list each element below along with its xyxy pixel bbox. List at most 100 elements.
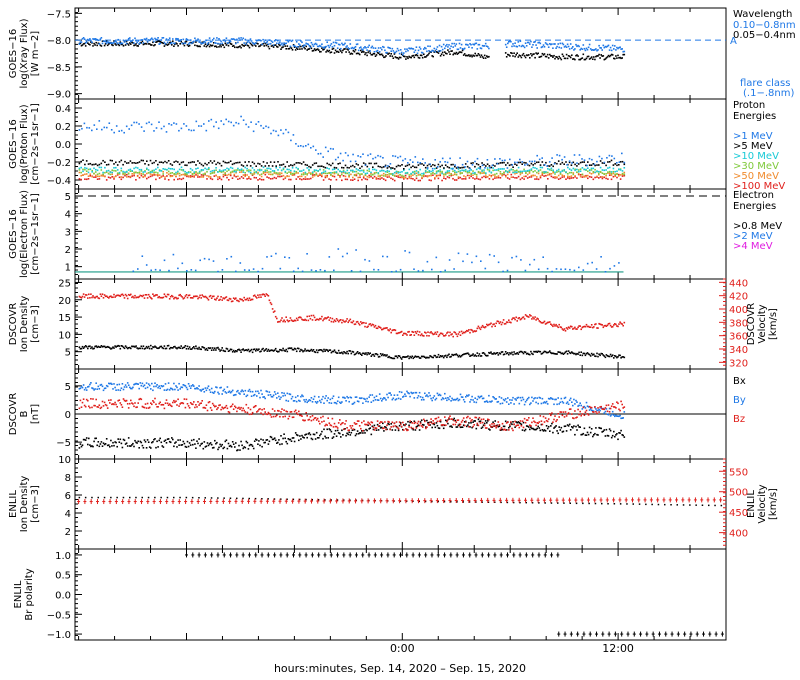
series-bx-point (93, 440, 95, 443)
series-proton-4-point (218, 176, 221, 178)
series-bx-point (235, 442, 237, 444)
series-proton-5-point (93, 176, 95, 178)
series-proton-3-point (127, 173, 130, 175)
series-proton-2-point (282, 167, 285, 170)
series-proton-3-point (169, 172, 172, 174)
series-bx-point (116, 445, 118, 448)
series-xray-long-point (441, 48, 444, 51)
series-dscovr-density-point (370, 355, 373, 357)
series-proton-2-point (466, 170, 469, 173)
series-dscovr-velocity-point (426, 334, 428, 337)
series-xray-long-point (429, 45, 431, 48)
series-proton-0-point (255, 123, 257, 125)
series-xray-short-point (521, 54, 524, 56)
series-proton-0-point (372, 157, 374, 160)
series-dscovr-density-point (407, 355, 409, 357)
series-xray-long-point (199, 41, 201, 43)
series-xray-long-point (617, 47, 619, 50)
series-dscovr-velocity-point (201, 294, 203, 296)
series-bx-point (378, 425, 381, 427)
series-xray-short-point (118, 44, 121, 47)
series-xray-long-point (278, 42, 280, 45)
series-dscovr-density-point (584, 354, 587, 357)
series-xray-short-point (295, 47, 298, 49)
series-proton-2-point (98, 166, 101, 169)
series-bx-point (371, 425, 374, 428)
series-dscovr-density-point (106, 345, 109, 348)
series-proton-2-point (366, 172, 369, 174)
series-by-point (161, 385, 164, 388)
series-dscovr-density-point (511, 351, 513, 354)
series-by-point (216, 386, 218, 389)
series-bx-point (535, 428, 537, 431)
series-proton-5-point (497, 176, 500, 179)
series-xray-short-point (438, 50, 441, 52)
series-xray-short-point (559, 57, 562, 59)
series-bx-point (335, 435, 338, 437)
series-dscovr-density-point (568, 351, 571, 354)
series-dscovr-density-point (449, 356, 451, 358)
series-dscovr-density-point (414, 355, 417, 357)
series-proton-1-point (293, 163, 296, 166)
series-proton-5-point (413, 179, 416, 181)
series-by-point (194, 387, 196, 390)
series-proton-2-point (224, 169, 226, 171)
series-xray-short-point (228, 41, 231, 44)
series-proton-5-point (428, 179, 431, 181)
series-proton-0-point (449, 157, 451, 160)
series-dscovr-density-point (324, 350, 326, 352)
series-xray-short-point (88, 43, 90, 45)
series-dscovr-density-point (470, 354, 472, 357)
series-bx-point (526, 425, 529, 428)
series-dscovr-density-point (514, 353, 516, 355)
series-xray-short-point (327, 50, 329, 53)
series-xray-long-point (113, 41, 115, 44)
series-xray-long-point (458, 42, 461, 45)
series-proton-1-point (211, 162, 214, 164)
series-dscovr-density-point (250, 348, 253, 351)
series-proton-5-point (311, 174, 314, 176)
series-proton-5-point (565, 178, 567, 180)
series-proton-1-point (257, 162, 259, 165)
series-xray-short-point (105, 40, 108, 42)
series-by-point (178, 382, 180, 385)
series-xray-short-point (113, 40, 115, 42)
series-xray-long-point (273, 40, 276, 42)
series-proton-1-point (434, 164, 436, 167)
series-proton-2-point (393, 171, 396, 174)
series-electron-2mev-point (261, 267, 264, 270)
series-proton-0-point (344, 152, 347, 154)
series-dscovr-velocity-point (550, 323, 552, 325)
series-xray-short-point (362, 50, 364, 53)
series-electron-2mev-point (159, 269, 161, 271)
series-proton-2-point (359, 170, 361, 172)
series-by-point (85, 389, 88, 391)
series-proton-3-point (579, 168, 582, 170)
legend-title: Electron (733, 190, 774, 201)
series-xray-short-point (297, 48, 299, 50)
series-xray-long-point (103, 40, 106, 43)
series-dscovr-density-point (353, 353, 356, 356)
series-dscovr-velocity-point (343, 320, 345, 323)
series-xray-long-point (406, 48, 408, 50)
series-bx-point (156, 440, 158, 443)
right-y-axis-label: DSCOVR Velocity [km/s] (746, 303, 779, 346)
series-by-point (112, 388, 114, 390)
series-bx-point (329, 429, 332, 431)
series-xray-long-point (286, 39, 289, 42)
series-xray-long-point (426, 50, 428, 53)
series-bx-point (546, 427, 549, 430)
series-proton-4-point (528, 172, 531, 174)
series-by-point (90, 382, 92, 384)
series-dscovr-density-point (357, 352, 360, 355)
series-proton-2-point (581, 167, 584, 169)
series-dscovr-velocity-point (622, 324, 624, 327)
series-proton-2-point (155, 168, 157, 170)
y-tick-label: 3 (65, 227, 71, 238)
series-xray-long-point (546, 43, 549, 46)
series-xray-short-point (572, 58, 574, 60)
series-proton-0-point (88, 127, 91, 129)
series-proton-1-point (413, 166, 416, 169)
series-dscovr-velocity-point (434, 331, 437, 334)
series-proton-3-point (290, 173, 292, 175)
